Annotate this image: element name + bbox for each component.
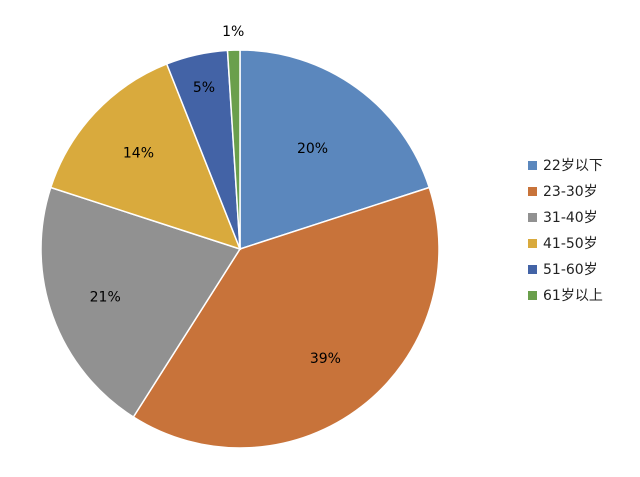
legend-item: 22岁以下 [528, 152, 603, 178]
legend-swatch [528, 212, 537, 222]
legend-label: 23-30岁 [543, 184, 598, 200]
legend-swatch [528, 160, 537, 170]
legend-swatch [528, 290, 537, 300]
slice-data-label: 20% [297, 141, 328, 157]
legend-label: 41-50岁 [543, 236, 598, 252]
legend-item: 31-40岁 [528, 204, 603, 230]
pie-slice [49, 63, 242, 251]
legend-label: 61岁以上 [543, 288, 603, 304]
slice-data-label: 5% [193, 80, 215, 96]
slice-data-label: 14% [123, 146, 154, 162]
legend-label: 31-40岁 [543, 210, 598, 226]
legend-item: 51-60岁 [528, 256, 603, 282]
legend-label: 51-60岁 [543, 262, 598, 278]
pie-data-labels: 20% 39% 21% 14% 5% 1% [90, 24, 341, 367]
slice-data-label: 39% [310, 351, 341, 367]
pie-slice [132, 186, 440, 449]
pie-slice [239, 49, 431, 251]
legend-swatch [528, 186, 537, 196]
legend-item: 61岁以上 [528, 282, 603, 308]
legend-item: 41-50岁 [528, 230, 603, 256]
pie-slice [40, 186, 242, 419]
slice-data-label: 1% [222, 24, 244, 40]
legend-label: 22岁以下 [543, 158, 603, 174]
legend-item: 23-30岁 [528, 178, 603, 204]
pie-slice [226, 49, 241, 250]
pie-slices [40, 49, 440, 449]
legend-swatch [528, 238, 537, 248]
slice-data-label: 21% [90, 290, 121, 306]
legend: 22岁以下 23-30岁 31-40岁 41-50岁 51-60岁 61岁以上 [528, 152, 603, 308]
legend-swatch [528, 264, 537, 274]
